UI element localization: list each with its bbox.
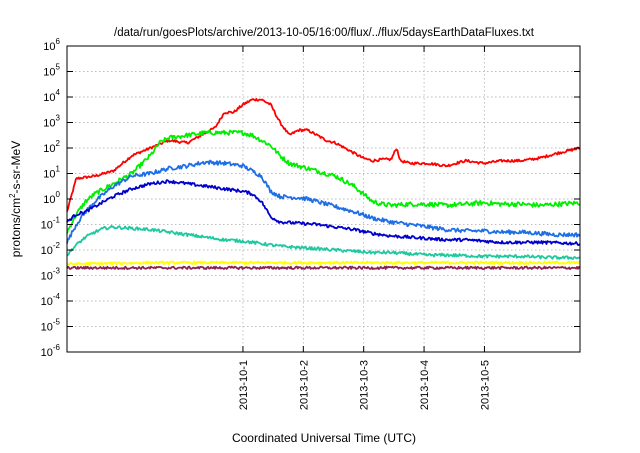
grid <box>67 46 580 352</box>
y-axis-label: protons/cm2-s-sr-MeV <box>8 141 23 257</box>
y-tick-label-exp: -4 <box>53 292 61 301</box>
series-line-1 <box>66 129 580 234</box>
series-line-2 <box>66 159 581 244</box>
x-tick-label: 2013-10-5 <box>479 360 491 410</box>
x-axis-label: Coordinated Universal Time (UTC) <box>232 431 416 445</box>
tick-labels: 10-610-510-410-310-210-11001011021031041… <box>41 37 492 410</box>
y-tick-label-exp: 3 <box>56 114 61 123</box>
x-tick-label: 2013-10-1 <box>238 360 250 410</box>
y-tick-label: 102 <box>43 139 60 155</box>
y-tick-label-base: 10 <box>43 169 55 181</box>
y-axis-label-sup: 2 <box>8 193 17 198</box>
y-tick-label-base: 10 <box>43 41 55 53</box>
y-tick-label-exp: 1 <box>56 165 61 174</box>
y-axis-label-post: -s-sr-MeV <box>9 141 23 194</box>
y-tick-label-exp: -2 <box>53 241 61 250</box>
y-tick-label-base: 10 <box>43 143 55 155</box>
series-line-0 <box>66 98 581 212</box>
y-tick-label-exp: -6 <box>53 343 61 352</box>
y-tick-label: 104 <box>43 88 60 104</box>
x-tick-label: 2013-10-4 <box>419 360 431 410</box>
y-tick-label: 100 <box>43 190 60 206</box>
y-tick-label-exp: 6 <box>56 37 61 46</box>
y-tick-label: 106 <box>43 37 60 53</box>
x-tick-label: 2013-10-2 <box>298 360 310 410</box>
y-axis-label-pre: protons/cm <box>9 198 23 257</box>
series-layer <box>66 98 581 270</box>
y-tick-label: 10-5 <box>41 318 61 334</box>
y-tick-label: 105 <box>43 63 60 79</box>
y-tick-label: 103 <box>43 114 60 130</box>
y-tick-label-base: 10 <box>43 67 55 79</box>
y-tick-label-exp: -1 <box>53 216 61 225</box>
chart-title: /data/run/goesPlots/archive/2013-10-05/1… <box>114 27 535 39</box>
y-tick-label-exp: 2 <box>56 139 61 148</box>
y-tick-label: 10-4 <box>41 292 61 308</box>
series-line-3 <box>66 179 581 246</box>
y-tick-label: 10-3 <box>41 267 61 283</box>
y-tick-label: 101 <box>43 165 60 181</box>
y-tick-label-base: 10 <box>43 194 55 206</box>
y-tick-label-base: 10 <box>41 322 53 334</box>
x-tick-label: 2013-10-3 <box>359 360 371 410</box>
y-tick-label-exp: -3 <box>53 267 61 276</box>
y-tick-label-exp: -5 <box>53 318 61 327</box>
series-line-4 <box>66 224 581 260</box>
y-tick-label: 10-6 <box>41 343 61 359</box>
y-tick-label-base: 10 <box>41 296 53 308</box>
y-tick-label-exp: 5 <box>56 63 61 72</box>
y-tick-label-base: 10 <box>43 92 55 104</box>
y-tick-label-base: 10 <box>41 220 53 232</box>
series-line-6 <box>66 265 581 270</box>
series-line-5 <box>66 260 580 266</box>
y-tick-label-exp: 4 <box>56 88 61 97</box>
y-tick-label-exp: 0 <box>56 190 61 199</box>
y-tick-label-base: 10 <box>41 271 53 283</box>
y-tick-label-base: 10 <box>41 245 53 257</box>
y-tick-label-base: 10 <box>43 118 55 130</box>
y-tick-label: 10-1 <box>41 216 61 232</box>
y-tick-label-base: 10 <box>41 347 53 359</box>
ticks <box>67 45 580 353</box>
y-tick-label: 10-2 <box>41 241 61 257</box>
